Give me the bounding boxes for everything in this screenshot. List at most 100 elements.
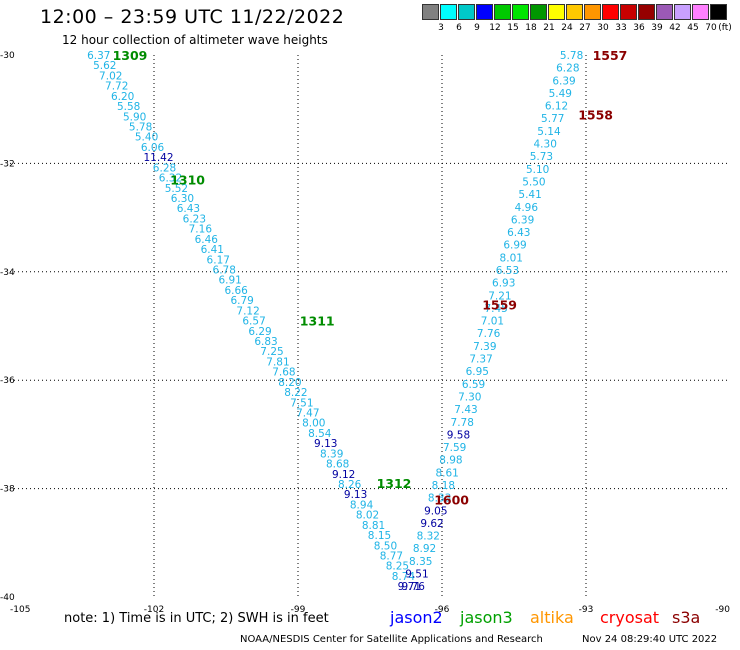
legend-label: 6: [456, 23, 462, 33]
track1-swh-value: 8.54: [308, 428, 332, 440]
track2-swh-value: 8.18: [432, 480, 455, 492]
track2-swh-value: 5.73: [530, 151, 553, 163]
track2-swh-value: 8.61: [435, 467, 458, 479]
track1-swh-value: 6.66: [224, 285, 248, 297]
longitude-tick-label: -93: [579, 605, 594, 615]
track1-swh-value: 6.23: [183, 213, 206, 225]
track1-swh-value: 7.12: [236, 305, 259, 317]
legend-label: 24: [561, 23, 573, 33]
track2-swh-value: 5.77: [541, 113, 564, 125]
track1-time-label: 1312: [377, 476, 412, 491]
legend-label: 42: [669, 23, 681, 33]
track2-swh-value: 4.30: [534, 139, 557, 151]
track2-swh-value: 7.37: [469, 354, 492, 366]
footer-credit: NOAA/NESDIS Center for Satellite Applica…: [240, 634, 543, 645]
legend-swatch: [422, 4, 439, 20]
legend-swatch: [440, 4, 457, 20]
longitude-tick-label: -99: [291, 605, 306, 615]
track2-time-label: 1557: [593, 48, 628, 63]
track1-swh-value: 7.51: [290, 397, 313, 409]
track2-time-label: 1600: [434, 492, 469, 507]
satellite-label-altika: altika: [530, 608, 574, 627]
latitude-tick-label: -30: [0, 51, 15, 61]
track1-swh-value: 6.41: [201, 244, 224, 256]
track1-swh-value: 9.13: [344, 489, 367, 501]
track2-swh-value: 9.58: [447, 429, 470, 441]
track1-swh-value: 6.78: [213, 265, 236, 277]
legend-swatch: [710, 4, 727, 20]
track1-time-label: 1310: [170, 173, 205, 188]
track1-swh-value: 7.02: [99, 70, 122, 82]
track1-swh-value: 7.72: [105, 81, 128, 93]
legend-swatch: [602, 4, 619, 20]
legend-label: 9: [474, 23, 480, 33]
latitude-tick-label: -36: [0, 376, 15, 386]
latitude-tick-label: -40: [0, 593, 15, 603]
latitude-tick-label: -34: [0, 268, 15, 278]
footnote: note: 1) Time is in UTC; 2) SWH is in fe…: [64, 611, 329, 626]
track1-swh-value: 8.68: [326, 459, 349, 471]
track1-swh-value: 9.71: [398, 581, 421, 593]
track1-swh-value: 8.00: [302, 418, 325, 430]
track2-swh-value: 8.33: [428, 493, 451, 505]
track1-swh-value: 7.68: [272, 367, 295, 379]
track2-swh-value: 5.10: [526, 164, 549, 176]
track1-swh-value: 8.25: [386, 561, 409, 573]
legend-label: 15: [507, 23, 519, 33]
track2-swh-value: 5.50: [522, 176, 545, 188]
track1-swh-value: 8.39: [320, 448, 343, 460]
track1-swh-value: 6.57: [242, 316, 265, 328]
track2-swh-value: 7.21: [488, 290, 511, 302]
legend-label: 36: [633, 23, 645, 33]
track2-swh-value: 5.49: [549, 88, 572, 100]
track1-swh-value: 6.79: [230, 295, 253, 307]
legend-swatch: [458, 4, 475, 20]
legend-label: 27: [579, 23, 591, 33]
satellite-label-cryosat: cryosat: [600, 608, 660, 627]
track2-swh-value: 8.32: [417, 531, 440, 543]
longitude-tick-label: -105: [10, 605, 30, 615]
track1-swh-value: 8.94: [350, 499, 374, 511]
track2-swh-value: 6.95: [466, 366, 489, 378]
track2-swh-value: 7.45: [484, 303, 507, 315]
track2-swh-value: 7.76: [477, 328, 501, 340]
track2-swh-value: 6.99: [503, 240, 526, 252]
legend-swatch: [584, 4, 601, 20]
satellite-label-jason3: jason3: [460, 608, 513, 627]
track2-swh-value: 5.78: [560, 50, 583, 62]
track2-swh-value: 7.59: [443, 442, 466, 454]
track1-swh-value: 8.81: [362, 520, 385, 532]
track2-swh-value: 8.92: [413, 543, 436, 555]
track1-swh-value: 8.26: [338, 479, 362, 491]
footer-timestamp: Nov 24 08:29:40 UTC 2022: [582, 634, 718, 645]
track1-swh-value: 8.50: [374, 540, 397, 552]
track1-swh-value: 6.17: [207, 254, 230, 266]
track2-swh-value: 8.01: [500, 252, 523, 264]
track2-swh-value: 7.01: [481, 316, 504, 328]
track1-time-label: 1309: [113, 48, 148, 63]
track1-swh-value: 5.90: [123, 111, 146, 123]
legend-unit: (ft): [718, 23, 732, 33]
legend-label: 33: [615, 23, 627, 33]
track2-swh-value: 6.93: [492, 278, 515, 290]
track1-swh-value: 7.81: [266, 356, 289, 368]
track1-swh-value: 8.20: [278, 377, 301, 389]
track1-swh-value: 8.15: [368, 530, 391, 542]
track2-swh-value: 4.96: [515, 202, 539, 214]
track2-swh-value: 7.30: [458, 391, 481, 403]
track1-swh-value: 8.02: [356, 510, 379, 522]
legend-swatch: [674, 4, 691, 20]
track1-swh-value: 6.91: [218, 275, 241, 287]
track2-swh-value: 6.53: [496, 265, 519, 277]
legend-label: 21: [543, 23, 555, 33]
legend-swatch: [692, 4, 709, 20]
track2-swh-value: 9.76: [402, 581, 426, 593]
track2-time-label: 1559: [482, 297, 517, 312]
track1-swh-value: 5.52: [165, 183, 188, 195]
track1-swh-value: 6.83: [254, 336, 277, 348]
track1-swh-value: 5.62: [93, 60, 116, 72]
track2-swh-value: 6.28: [556, 63, 579, 75]
track1-swh-value: 8.77: [380, 551, 403, 563]
track1-swh-value: 11.42: [143, 152, 173, 164]
legend-swatch: [530, 4, 547, 20]
